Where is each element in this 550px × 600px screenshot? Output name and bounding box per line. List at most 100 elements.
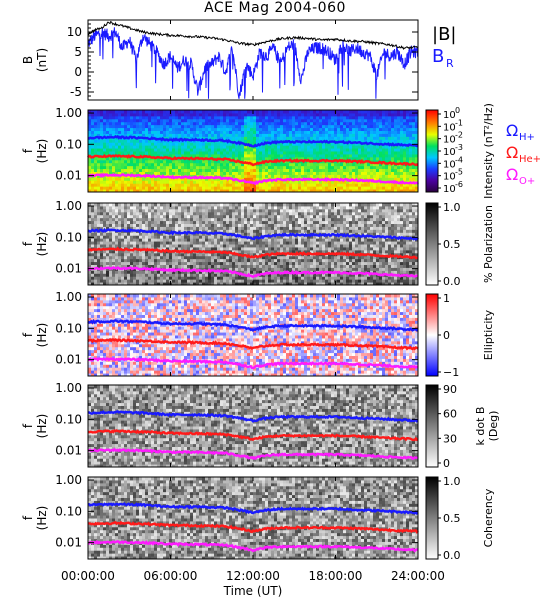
heatmap-cell: [118, 220, 122, 224]
heatmap-cell: [202, 180, 206, 184]
heatmap-cell: [196, 282, 200, 286]
heatmap-cell: [127, 162, 131, 167]
heatmap-cell: [295, 142, 299, 146]
heatmap-cell: [274, 261, 278, 265]
heatmap-cell: [106, 220, 110, 224]
heatmap-cell: [337, 112, 341, 117]
heatmap-cell: [169, 153, 173, 158]
heatmap-cell: [124, 112, 128, 117]
heatmap-cell: [319, 151, 323, 155]
heatmap-cell: [394, 121, 398, 126]
heatmap-cell: [352, 133, 356, 137]
heatmap-cell: [400, 177, 404, 181]
heatmap-cell: [319, 124, 323, 129]
heatmap-cell: [343, 148, 347, 152]
heatmap-cell: [355, 110, 359, 114]
heatmap-cell: [136, 235, 140, 239]
heatmap-cell: [307, 127, 311, 131]
heatmap-cell: [379, 121, 383, 126]
heatmap-cell: [334, 174, 338, 178]
heatmap-cell: [175, 220, 179, 224]
heatmap-cell: [121, 238, 125, 242]
heatmap-cell: [364, 121, 368, 126]
heatmap-cell: [277, 276, 281, 280]
heatmap-cell: [370, 121, 374, 126]
heatmap-cell: [229, 124, 233, 129]
heatmap-cell: [94, 270, 98, 274]
heatmap-cell: [112, 220, 116, 224]
heatmap-cell: [136, 127, 140, 131]
heatmap-cell: [283, 112, 287, 117]
heatmap-cell: [289, 130, 293, 134]
heatmap-cell: [259, 217, 263, 222]
heatmap-cell: [97, 115, 101, 120]
heatmap-cell: [409, 148, 413, 152]
heatmap-cell: [166, 112, 170, 117]
heatmap-cell: [223, 142, 227, 146]
heatmap-cell: [397, 136, 401, 140]
heatmap-cell: [184, 273, 188, 277]
heatmap-cell: [388, 183, 392, 187]
heatmap-cell: [358, 142, 362, 146]
heatmap-cell: [244, 189, 248, 193]
heatmap-cell: [142, 156, 146, 161]
heatmap-cell: [223, 189, 227, 193]
heatmap-cell: [175, 127, 179, 131]
heatmap-cell: [181, 217, 185, 222]
heatmap-cell: [253, 205, 257, 210]
heatmap-cell: [109, 214, 113, 219]
heatmap-cell: [238, 183, 242, 187]
heatmap-cell: [130, 255, 134, 260]
heatmap-cell: [166, 282, 170, 286]
heatmap-cell: [265, 112, 269, 117]
heatmap-cell: [160, 183, 164, 187]
heatmap-cell: [397, 171, 401, 175]
heatmap-cell: [298, 186, 302, 190]
heatmap-cell: [136, 110, 140, 114]
heatmap-cell: [121, 241, 125, 245]
heatmap-cell: [208, 142, 212, 146]
heatmap-cell: [241, 151, 245, 155]
heatmap-cell: [226, 211, 230, 216]
heatmap-cell: [391, 133, 395, 137]
heatmap-cell: [166, 223, 170, 227]
heatmap-cell: [184, 264, 188, 268]
heatmap-cell: [103, 241, 107, 245]
heatmap-cell: [133, 270, 137, 274]
heatmap-cell: [283, 121, 287, 126]
heatmap-cell: [229, 165, 233, 170]
heatmap-cell: [415, 168, 419, 172]
heatmap-cell: [226, 214, 230, 219]
heatmap-cell: [340, 115, 344, 120]
heatmap-cell: [214, 235, 218, 239]
heatmap-cell: [310, 148, 314, 152]
heatmap-cell: [274, 276, 278, 280]
heatmap-cell: [181, 136, 185, 140]
heatmap-cell: [343, 136, 347, 140]
heatmap-cell: [166, 229, 170, 233]
heatmap-cell: [193, 142, 197, 146]
heatmap-cell: [253, 121, 257, 126]
heatmap-cell: [232, 220, 236, 224]
heatmap-cell: [202, 232, 206, 236]
heatmap-cell: [250, 168, 254, 172]
heatmap-cell: [136, 156, 140, 161]
heatmap-cell: [175, 205, 179, 210]
heatmap-cell: [133, 241, 137, 245]
heatmap-cell: [118, 142, 122, 146]
chart-title: ACE Mag 2004-060: [204, 0, 346, 16]
heatmap-cell: [253, 112, 257, 117]
heatmap-cell: [160, 241, 164, 245]
heatmap-cell: [379, 133, 383, 137]
heatmap-cell: [262, 124, 266, 129]
heatmap-cell: [304, 148, 308, 152]
heatmap-cell: [196, 261, 200, 265]
heatmap-cell: [241, 153, 245, 158]
heatmap-cell: [391, 151, 395, 155]
heatmap-cell: [97, 211, 101, 216]
heatmap-cell: [286, 153, 290, 158]
heatmap-cell: [268, 232, 272, 236]
heatmap-cell: [238, 148, 242, 152]
heatmap-cell: [133, 238, 137, 242]
heatmap-cell: [325, 142, 329, 146]
